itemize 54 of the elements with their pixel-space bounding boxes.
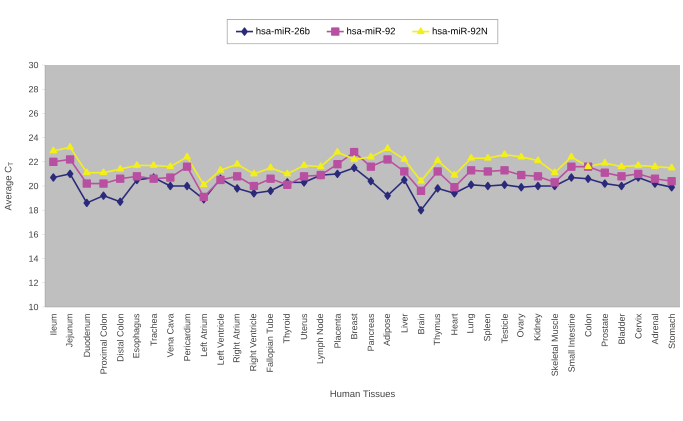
y-tick-label: 24 <box>28 134 38 141</box>
y-tick-label: 18 <box>29 207 38 214</box>
x-tick-label: Ileum <box>50 314 57 335</box>
x-tick-label: Bladder <box>618 314 625 344</box>
x-tick-label: Left Ventricle <box>217 314 224 365</box>
x-tick-label: Right Atrium <box>232 314 242 362</box>
x-tick-label: Proximal Colon <box>100 314 107 374</box>
y-tick-label: 30 <box>28 62 38 68</box>
x-tick-label: Jejunum <box>66 314 74 348</box>
x-tick-label: Distal Colon <box>116 314 124 362</box>
x-tick-label: Adrenal <box>652 314 658 344</box>
x-tick-label: Colon <box>584 314 592 336</box>
y-tick-label: 12 <box>29 280 38 286</box>
x-tick-label: Adipose <box>383 314 392 346</box>
x-tick-label: Small Intestine <box>568 314 575 372</box>
legend-label: hsa-miR-92 <box>347 27 395 34</box>
x-tick-label: Brain <box>418 314 424 334</box>
y-axis-title: Average C$_{T}$ <box>4 162 14 211</box>
x-tick-label: Thyroid <box>283 314 292 344</box>
x-tick-label: Prostate <box>602 314 608 346</box>
x-tick-label: Fallopian Tube <box>266 314 275 372</box>
x-tick-label: Esophagus <box>132 314 142 358</box>
x-tick-label: Liver <box>400 314 408 332</box>
legend-label: hsa-miR-26b <box>256 27 310 34</box>
x-tick-label: Pancreas <box>368 314 374 351</box>
x-axis-title: Human Tissues <box>330 390 395 398</box>
y-tick-label: 14 <box>29 256 38 262</box>
x-tick-label: Lung <box>467 314 476 333</box>
x-tick-label: Right Ventricle <box>250 314 258 371</box>
x-tick-label: Vena Cava <box>167 314 174 358</box>
y-tick-label: 20 <box>28 182 38 190</box>
x-tick-label: Placenta <box>334 314 341 348</box>
x-tick-label: Thymus <box>434 314 442 346</box>
legend-label: hsa-miR-92N <box>432 27 488 34</box>
y-tick-label: 26 <box>28 110 38 117</box>
x-tick-label: Cervix <box>634 314 642 338</box>
x-tick-label: Breast <box>351 314 358 339</box>
x-tick-label: Stomach <box>668 314 675 348</box>
x-tick-label: Ovary <box>517 314 526 338</box>
y-tick-label: 28 <box>28 86 38 92</box>
x-tick-label: Skeletal Muscle <box>551 314 558 376</box>
x-tick-label: Kidney <box>534 314 542 340</box>
x-tick-label: Uterus <box>300 314 308 340</box>
x-tick-label: Testicle <box>501 314 508 344</box>
y-tick-label: 16 <box>29 231 38 238</box>
x-tick-label: Lymph Node <box>316 314 325 364</box>
x-tick-label: Trachea <box>150 314 157 346</box>
x-tick-label: Duodenum <box>83 314 90 357</box>
y-tick-label: 10 <box>29 304 38 310</box>
x-tick-label: Pericardium <box>184 314 190 361</box>
x-tick-label: Spleen <box>484 314 492 342</box>
x-tick-label: Heart <box>451 314 458 335</box>
x-tick-label: Left Atrium <box>200 314 208 356</box>
y-tick-label: 22 <box>28 158 38 165</box>
